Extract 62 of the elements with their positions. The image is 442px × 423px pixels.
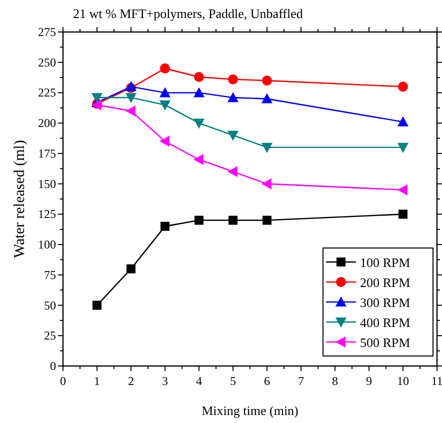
- x-tick-label: 3: [162, 374, 168, 388]
- point: [228, 216, 238, 225]
- y-tick-label: 125: [38, 207, 56, 222]
- y-tick-label: 175: [38, 146, 56, 160]
- y-axis-title: Water released (ml): [12, 140, 28, 258]
- y-tick-label: 250: [38, 55, 56, 70]
- point: [228, 92, 238, 102]
- point: [262, 76, 272, 86]
- x-tick-label: 5: [230, 374, 236, 388]
- x-tick-label: 8: [332, 374, 338, 388]
- point: [194, 154, 204, 166]
- y-tick-label: 25: [44, 328, 56, 343]
- point: [126, 93, 136, 104]
- point: [228, 74, 238, 84]
- point: [194, 72, 204, 82]
- x-tick-label: 2: [128, 374, 134, 388]
- point: [160, 222, 170, 231]
- point: [160, 100, 170, 110]
- x-tick-label: 4: [196, 374, 202, 388]
- point: [398, 210, 408, 219]
- chart-title: 21 wt % MFT+polymers, Paddle, Unbaffled: [73, 6, 304, 21]
- point: [126, 105, 136, 116]
- y-tick-label: 275: [38, 25, 56, 39]
- point: [160, 136, 170, 147]
- legend-label: 400 RPM: [360, 315, 411, 330]
- x-tick-label: 6: [264, 374, 270, 388]
- x-axis-title: Mixing time (min): [202, 403, 298, 418]
- legend-label: 300 RPM: [360, 295, 411, 310]
- x-tick-label: 1: [94, 374, 100, 388]
- point: [398, 116, 408, 126]
- point: [228, 130, 238, 141]
- point: [228, 166, 238, 178]
- legend-label: 200 RPM: [360, 275, 411, 290]
- point: [262, 216, 272, 225]
- x-tick-label: 11: [431, 374, 442, 388]
- y-tick-label: 50: [44, 298, 56, 312]
- legend-label: 500 RPM: [360, 335, 411, 350]
- point: [126, 264, 136, 274]
- y-tick-label: 0: [50, 359, 56, 373]
- point: [194, 87, 204, 98]
- y-tick-label: 200: [38, 116, 56, 130]
- point: [160, 87, 170, 98]
- point: [194, 118, 204, 129]
- point: [92, 93, 102, 104]
- point: [194, 216, 204, 225]
- point: [160, 63, 170, 74]
- point: [92, 300, 102, 310]
- x-tick-label: 0: [60, 374, 66, 388]
- point: [398, 82, 408, 92]
- y-tick-label: 225: [38, 86, 56, 100]
- point: [398, 184, 408, 196]
- y-tick-label: 100: [38, 238, 56, 252]
- legend-label: 100 RPM: [360, 255, 411, 270]
- x-tick-label: 9: [366, 374, 372, 388]
- point: [262, 178, 272, 190]
- point: [262, 142, 272, 153]
- point: [262, 93, 272, 104]
- point: [398, 142, 408, 153]
- x-tick-label: 7: [298, 374, 304, 388]
- x-tick-label: 10: [397, 374, 409, 388]
- y-tick-label: 150: [38, 176, 56, 191]
- y-tick-label: 75: [44, 268, 56, 282]
